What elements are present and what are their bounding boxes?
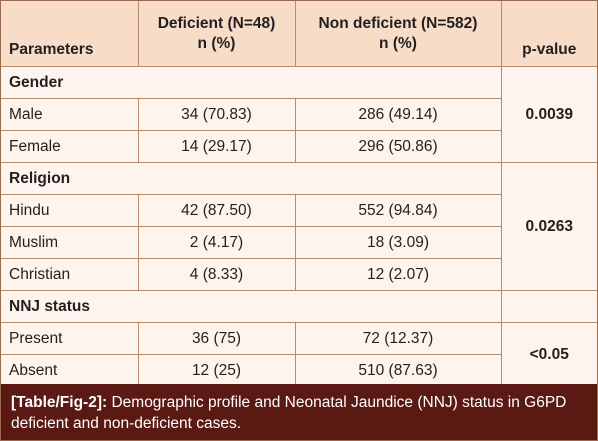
row-label: Male <box>1 98 139 131</box>
section-row-religion: Religion 0.0263 <box>1 162 597 291</box>
caption-text: Demographic profile and Neonatal Jaundic… <box>11 394 567 432</box>
p-value-gender: 0.0039 <box>500 66 597 163</box>
cell-non-deficient: 18 (3.09) <box>294 226 501 259</box>
table-row: Absent 12 (25) 510 (87.63) <box>1 354 597 387</box>
header-deficient: Deficient (N=48) n (%) <box>137 1 296 67</box>
cell-non-deficient: 552 (94.84) <box>294 194 501 227</box>
header-p-value: p-value <box>500 1 597 67</box>
caption-label: [Table/Fig-2]: <box>11 394 108 411</box>
cell-non-deficient: 296 (50.86) <box>294 130 501 163</box>
header-row: Parameters Deficient (N=48) n (%) Non de… <box>1 1 597 67</box>
section-title: Gender <box>1 66 502 99</box>
header-deficient-line2: n (%) <box>197 34 236 52</box>
table-row: Christian 4 (8.33) 12 (2.07) <box>1 258 597 291</box>
demographic-table: Parameters Deficient (N=48) n (%) Non de… <box>1 1 597 387</box>
table-row: Hindu 42 (87.50) 552 (94.84) <box>1 194 597 227</box>
table-row: Present 36 (75) 72 (12.37) <0.05 <box>1 322 597 387</box>
p-value-religion: 0.0263 <box>500 162 597 291</box>
section-title: NNJ status <box>1 290 502 323</box>
cell-deficient: 14 (29.17) <box>137 130 296 163</box>
cell-non-deficient: 12 (2.07) <box>294 258 501 291</box>
header-non-deficient: Non deficient (N=582) n (%) <box>294 1 502 67</box>
cell-deficient: 42 (87.50) <box>137 194 296 227</box>
row-label: Christian <box>1 258 139 291</box>
row-label: Present <box>1 322 139 355</box>
header-parameters: Parameters <box>1 1 139 67</box>
header-non-deficient-line2: n (%) <box>379 34 417 52</box>
section-row-gender: Gender 0.0039 <box>1 66 597 163</box>
cell-deficient: 12 (25) <box>137 354 296 387</box>
cell-non-deficient: 72 (12.37) <box>294 322 502 355</box>
row-label: Absent <box>1 354 139 387</box>
cell-non-deficient: 510 (87.63) <box>294 354 501 387</box>
table-row: Muslim 2 (4.17) 18 (3.09) <box>1 226 597 259</box>
figure-caption: [Table/Fig-2]: Demographic profile and N… <box>1 384 597 440</box>
row-label: Muslim <box>1 226 139 259</box>
header-non-deficient-line1: Non deficient (N=582) <box>318 14 478 32</box>
p-value-spacer <box>500 290 597 323</box>
row-label: Female <box>1 130 139 163</box>
section-title: Religion <box>1 162 502 195</box>
cell-deficient: 4 (8.33) <box>137 258 296 291</box>
section-row-nnj-status: NNJ status <box>1 290 597 323</box>
header-deficient-line1: Deficient (N=48) <box>157 14 276 32</box>
row-label: Hindu <box>1 194 139 227</box>
cell-deficient: 36 (75) <box>137 322 296 355</box>
cell-deficient: 2 (4.17) <box>137 226 296 259</box>
p-value-nnj-status: <0.05 <box>500 322 597 387</box>
cell-non-deficient: 286 (49.14) <box>294 98 501 131</box>
cell-deficient: 34 (70.83) <box>137 98 296 131</box>
